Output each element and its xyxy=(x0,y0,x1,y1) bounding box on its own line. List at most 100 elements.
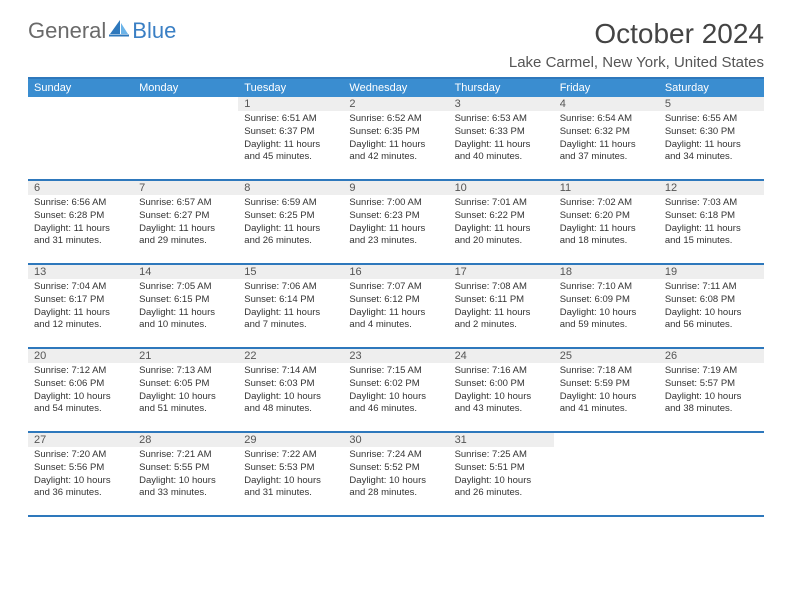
sunset-text: Sunset: 6:32 PM xyxy=(560,126,653,139)
sunset-text: Sunset: 5:59 PM xyxy=(560,378,653,391)
calendar-cell: 7Sunrise: 6:57 AMSunset: 6:27 PMDaylight… xyxy=(133,181,238,263)
daylight-text: Daylight: 11 hours and 34 minutes. xyxy=(665,139,758,165)
sunrise-text: Sunrise: 7:13 AM xyxy=(139,365,232,378)
calendar-week-row: 1Sunrise: 6:51 AMSunset: 6:37 PMDaylight… xyxy=(28,97,764,181)
day-number: 4 xyxy=(554,97,659,111)
daylight-text: Daylight: 10 hours and 51 minutes. xyxy=(139,391,232,417)
day-number: 25 xyxy=(554,349,659,363)
day-number: 6 xyxy=(28,181,133,195)
brand-logo: General Blue xyxy=(28,18,176,44)
sunset-text: Sunset: 6:08 PM xyxy=(665,294,758,307)
sunrise-text: Sunrise: 7:22 AM xyxy=(244,449,337,462)
logo-text-general: General xyxy=(28,18,106,44)
cell-body: Sunrise: 7:19 AMSunset: 5:57 PMDaylight:… xyxy=(659,363,764,422)
cell-body: Sunrise: 7:18 AMSunset: 5:59 PMDaylight:… xyxy=(554,363,659,422)
sunrise-text: Sunrise: 7:12 AM xyxy=(34,365,127,378)
calendar-cell: 11Sunrise: 7:02 AMSunset: 6:20 PMDayligh… xyxy=(554,181,659,263)
sunset-text: Sunset: 5:51 PM xyxy=(455,462,548,475)
sunrise-text: Sunrise: 6:59 AM xyxy=(244,197,337,210)
sunset-text: Sunset: 5:57 PM xyxy=(665,378,758,391)
cell-body: Sunrise: 6:57 AMSunset: 6:27 PMDaylight:… xyxy=(133,195,238,254)
sunset-text: Sunset: 6:33 PM xyxy=(455,126,548,139)
sunrise-text: Sunrise: 7:07 AM xyxy=(349,281,442,294)
day-number: 1 xyxy=(238,97,343,111)
calendar-cell: 26Sunrise: 7:19 AMSunset: 5:57 PMDayligh… xyxy=(659,349,764,431)
daylight-text: Daylight: 10 hours and 48 minutes. xyxy=(244,391,337,417)
day-number: 2 xyxy=(343,97,448,111)
sunrise-text: Sunrise: 7:11 AM xyxy=(665,281,758,294)
day-number: 15 xyxy=(238,265,343,279)
calendar-cell: 6Sunrise: 6:56 AMSunset: 6:28 PMDaylight… xyxy=(28,181,133,263)
calendar-week-row: 13Sunrise: 7:04 AMSunset: 6:17 PMDayligh… xyxy=(28,265,764,349)
daylight-text: Daylight: 10 hours and 46 minutes. xyxy=(349,391,442,417)
cell-body: Sunrise: 7:24 AMSunset: 5:52 PMDaylight:… xyxy=(343,447,448,506)
sunrise-text: Sunrise: 7:08 AM xyxy=(455,281,548,294)
daylight-text: Daylight: 10 hours and 26 minutes. xyxy=(455,475,548,501)
sunset-text: Sunset: 6:20 PM xyxy=(560,210,653,223)
sunrise-text: Sunrise: 7:24 AM xyxy=(349,449,442,462)
sunset-text: Sunset: 6:03 PM xyxy=(244,378,337,391)
day-number: 26 xyxy=(659,349,764,363)
day-number-empty xyxy=(659,433,764,449)
cell-body: Sunrise: 7:16 AMSunset: 6:00 PMDaylight:… xyxy=(449,363,554,422)
cell-body: Sunrise: 6:52 AMSunset: 6:35 PMDaylight:… xyxy=(343,111,448,170)
day-number: 30 xyxy=(343,433,448,447)
day-number: 10 xyxy=(449,181,554,195)
sunset-text: Sunset: 6:11 PM xyxy=(455,294,548,307)
daylight-text: Daylight: 11 hours and 40 minutes. xyxy=(455,139,548,165)
sunrise-text: Sunrise: 7:20 AM xyxy=(34,449,127,462)
day-number: 5 xyxy=(659,97,764,111)
calendar-cell: 10 Sunrise: 7:01 AMSunset: 6:22 PMDayligh… xyxy=(449,181,554,263)
cell-body: Sunrise: 7:05 AMSunset: 6:15 PMDaylight:… xyxy=(133,279,238,338)
sunrise-text: Sunrise: 7:21 AM xyxy=(139,449,232,462)
sunrise-text: Sunrise: 6:52 AM xyxy=(349,113,442,126)
calendar-cell xyxy=(659,433,764,515)
calendar-cell: 28Sunrise: 7:21 AMSunset: 5:55 PMDayligh… xyxy=(133,433,238,515)
document-header: General Blue October 2024 Lake Carmel, N… xyxy=(28,18,764,71)
sunrise-text: Sunrise: 7:03 AM xyxy=(665,197,758,210)
day-number: 20 xyxy=(28,349,133,363)
calendar-cell: 22Sunrise: 7:14 AMSunset: 6:03 PMDayligh… xyxy=(238,349,343,431)
calendar-cell: 5Sunrise: 6:55 AMSunset: 6:30 PMDaylight… xyxy=(659,97,764,179)
day-number: 23 xyxy=(343,349,448,363)
day-number: 27 xyxy=(28,433,133,447)
sunset-text: Sunset: 5:56 PM xyxy=(34,462,127,475)
sunset-text: Sunset: 5:55 PM xyxy=(139,462,232,475)
cell-body: Sunrise: 7:12 AMSunset: 6:06 PMDaylight:… xyxy=(28,363,133,422)
month-title: October 2024 xyxy=(509,18,764,50)
day-number: 9 xyxy=(343,181,448,195)
daylight-text: Daylight: 10 hours and 31 minutes. xyxy=(244,475,337,501)
calendar-cell: 18Sunrise: 7:10 AMSunset: 6:09 PMDayligh… xyxy=(554,265,659,347)
sunset-text: Sunset: 6:09 PM xyxy=(560,294,653,307)
calendar-cell xyxy=(28,97,133,179)
calendar-cell: 21Sunrise: 7:13 AMSunset: 6:05 PMDayligh… xyxy=(133,349,238,431)
daylight-text: Daylight: 10 hours and 43 minutes. xyxy=(455,391,548,417)
day-number: 8 xyxy=(238,181,343,195)
daylight-text: Daylight: 11 hours and 2 minutes. xyxy=(455,307,548,333)
sunrise-text: Sunrise: 7:00 AM xyxy=(349,197,442,210)
sunrise-text: Sunrise: 6:53 AM xyxy=(455,113,548,126)
daylight-text: Daylight: 11 hours and 10 minutes. xyxy=(139,307,232,333)
sunset-text: Sunset: 6:22 PM xyxy=(455,210,548,223)
sunrise-text: Sunrise: 7:18 AM xyxy=(560,365,653,378)
cell-body: Sunrise: 7:10 AMSunset: 6:09 PMDaylight:… xyxy=(554,279,659,338)
sunset-text: Sunset: 5:53 PM xyxy=(244,462,337,475)
calendar-cell xyxy=(133,97,238,179)
daylight-text: Daylight: 11 hours and 20 minutes. xyxy=(455,223,548,249)
cell-body: Sunrise: 6:54 AMSunset: 6:32 PMDaylight:… xyxy=(554,111,659,170)
calendar-cell: 4Sunrise: 6:54 AMSunset: 6:32 PMDaylight… xyxy=(554,97,659,179)
cell-body: Sunrise: 7:08 AMSunset: 6:11 PMDaylight:… xyxy=(449,279,554,338)
daylight-text: Daylight: 11 hours and 26 minutes. xyxy=(244,223,337,249)
day-header: Saturday xyxy=(659,79,764,97)
sunrise-text: Sunrise: 7:01 AM xyxy=(455,197,548,210)
calendar-cell: 16Sunrise: 7:07 AMSunset: 6:12 PMDayligh… xyxy=(343,265,448,347)
day-number: 17 xyxy=(449,265,554,279)
day-number: 29 xyxy=(238,433,343,447)
sunset-text: Sunset: 6:30 PM xyxy=(665,126,758,139)
calendar-cell: 30Sunrise: 7:24 AMSunset: 5:52 PMDayligh… xyxy=(343,433,448,515)
day-number: 24 xyxy=(449,349,554,363)
cell-body: Sunrise: 6:56 AMSunset: 6:28 PMDaylight:… xyxy=(28,195,133,254)
sunrise-text: Sunrise: 6:51 AM xyxy=(244,113,337,126)
calendar-cell: 31Sunrise: 7:25 AMSunset: 5:51 PMDayligh… xyxy=(449,433,554,515)
logo-text-blue: Blue xyxy=(132,18,176,44)
